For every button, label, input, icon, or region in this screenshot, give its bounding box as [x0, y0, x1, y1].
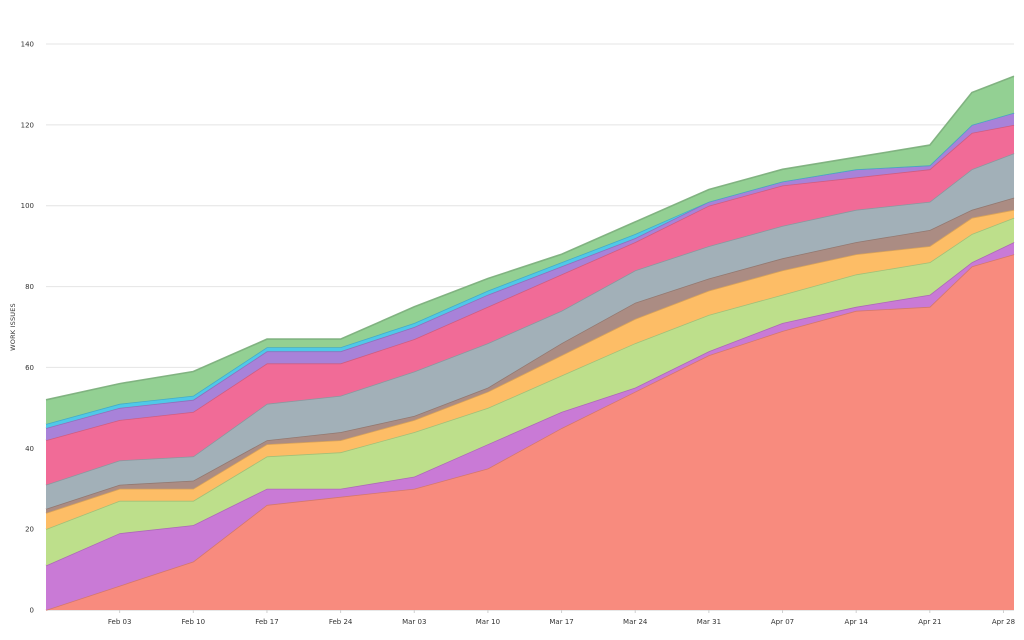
y-tick-label: 20 — [25, 526, 34, 534]
area-series-9 — [46, 112, 1014, 429]
x-tick-label: Apr 07 — [771, 618, 794, 626]
area-series-10-edge — [45, 75, 1015, 401]
x-tick-label: Mar 10 — [476, 618, 500, 626]
area-series-8 — [46, 112, 1014, 441]
area-series-6 — [46, 153, 1014, 509]
y-tick-label: 140 — [21, 41, 34, 49]
x-tick-label: Apr 14 — [845, 618, 869, 626]
y-axis-ticks: 0 20 40 60 80 100 120 140 — [21, 41, 34, 615]
area-series-7 — [46, 124, 1014, 485]
x-tick-label: Feb 03 — [108, 618, 132, 626]
y-tick-label: 40 — [25, 445, 34, 453]
x-tick-label: Feb 24 — [329, 618, 353, 626]
x-tick-label: Apr 28 — [992, 618, 1015, 626]
x-tick-label: Apr 21 — [918, 618, 941, 626]
area-series-4 — [46, 209, 1014, 530]
y-tick-label: 120 — [21, 121, 34, 129]
x-axis-ticks: Feb 03 Feb 10 Feb 17 Feb 24 Mar 03 Mar 10 Mar … — [108, 610, 1015, 626]
y-tick-label: 100 — [21, 202, 34, 210]
area-series-group — [45, 75, 1015, 611]
x-tick-label: Mar 03 — [402, 618, 426, 626]
y-tick-label: 0 — [30, 607, 34, 615]
y-axis-label: WORK ISSUES — [9, 303, 17, 351]
y-tick-label: 60 — [25, 364, 34, 372]
x-tick-label: Mar 31 — [697, 618, 721, 626]
area-series-3 — [46, 217, 1014, 566]
x-tick-label: Mar 24 — [623, 618, 648, 626]
x-tick-label: Feb 10 — [182, 618, 206, 626]
x-tick-label: Feb 17 — [255, 618, 279, 626]
y-tick-label: 80 — [25, 283, 34, 291]
area-series-1 — [46, 254, 1014, 610]
x-tick-label: Mar 17 — [549, 618, 573, 626]
area-series-10 — [46, 76, 1014, 425]
